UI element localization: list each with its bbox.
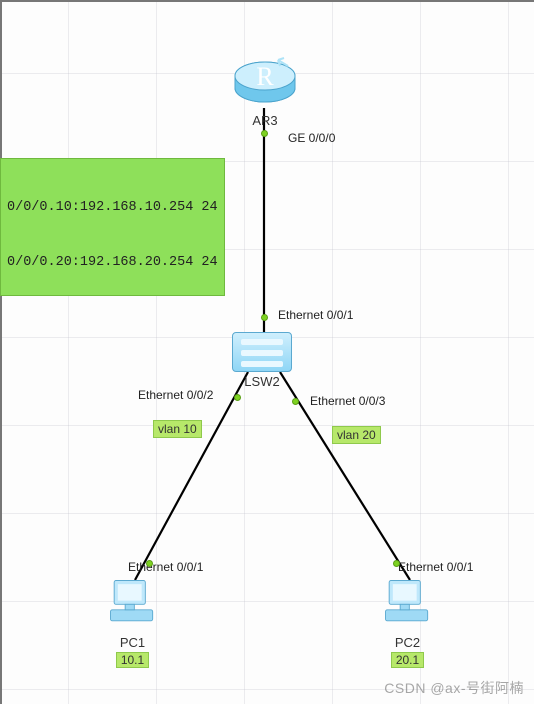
- pc1-ip: 10.1: [116, 652, 149, 668]
- iface-router-ge: GE 0/0/0: [288, 131, 335, 145]
- pc1[interactable]: PC1 10.1: [105, 575, 160, 668]
- router-label: AR3: [230, 113, 300, 128]
- link-status-dot: [393, 560, 400, 567]
- link-status-dot: [234, 394, 241, 401]
- link-status-dot: [261, 130, 268, 137]
- switch-lsw2[interactable]: LSW2: [232, 332, 292, 389]
- link-status-dot: [261, 314, 268, 321]
- pc2[interactable]: PC2 20.1: [380, 575, 435, 668]
- note-line-1: 0/0/0.10:192.168.10.254 24: [7, 199, 218, 217]
- pc2-ip: 20.1: [391, 652, 424, 668]
- switch-icon: [232, 332, 292, 372]
- switch-label: LSW2: [232, 374, 292, 389]
- link-status-dot: [292, 398, 299, 405]
- pc-icon: [105, 575, 160, 630]
- note-line-2: 0/0/0.20:192.168.20.254 24: [7, 254, 218, 272]
- pc1-label: PC1: [105, 635, 160, 650]
- iface-sw-left: Ethernet 0/0/2: [138, 388, 213, 402]
- subinterface-note: 0/0/0.10:192.168.10.254 24 0/0/0.20:192.…: [0, 158, 225, 296]
- router-icon: R: [230, 48, 300, 108]
- link-status-dot: [146, 560, 153, 567]
- vlan10-label: vlan 10: [153, 420, 202, 438]
- router-letter: R: [256, 62, 274, 91]
- pc2-label: PC2: [380, 635, 435, 650]
- iface-sw-up: Ethernet 0/0/1: [278, 308, 353, 322]
- iface-sw-right: Ethernet 0/0/3: [310, 394, 385, 408]
- pc-icon: [380, 575, 435, 630]
- iface-pc1: Ethernet 0/0/1: [128, 560, 203, 574]
- iface-pc2: Ethernet 0/0/1: [398, 560, 473, 574]
- router-ar3[interactable]: R AR3: [230, 48, 300, 128]
- vlan20-label: vlan 20: [332, 426, 381, 444]
- watermark: CSDN @ax-号街阿楠: [384, 678, 524, 698]
